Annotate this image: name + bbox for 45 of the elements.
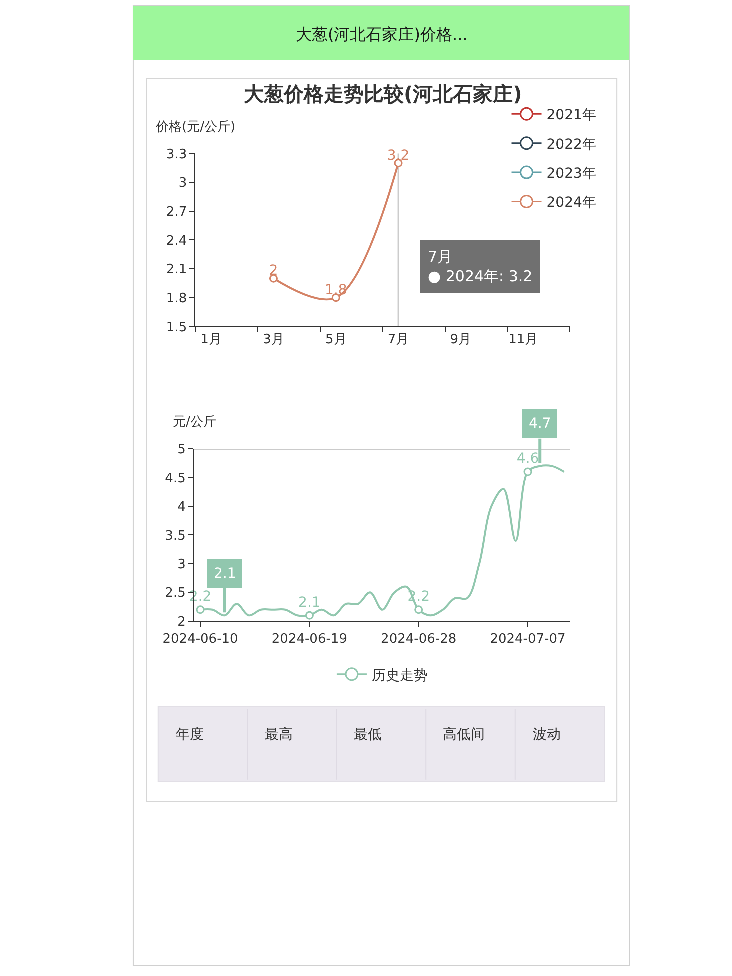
text: 最高	[265, 727, 293, 743]
legend-label: 2023年	[546, 166, 596, 182]
y-tick-label: 2.1	[166, 262, 188, 278]
x-tick-label: 7月	[388, 332, 410, 348]
y-tick-label: 2.7	[166, 204, 188, 220]
legend-label: 2024年	[546, 195, 596, 212]
y-tick-label: 3	[178, 558, 186, 573]
y-tick-label: 2.4	[166, 234, 188, 249]
x-tick-label: 2024-06-10	[162, 632, 238, 647]
data-label: 2.1	[298, 594, 321, 611]
chart-title: 大葱价格走势比较(河北石家庄)	[244, 82, 522, 106]
x-tick-label: 2024-07-07	[490, 632, 566, 647]
annotation: 2.1	[214, 566, 236, 582]
y-tick-label: 3.5	[165, 528, 186, 544]
annotation: 4.7	[529, 416, 552, 432]
x-tick-label: 9月	[450, 332, 472, 348]
y-axis-title: 元/公斤	[173, 415, 216, 430]
y-tick-label: 3	[178, 176, 188, 192]
y-tick-label: 1.8	[166, 291, 188, 306]
text: 年度	[176, 727, 204, 743]
x-tick-label: 11月	[508, 332, 538, 348]
legend-label: 历史走势	[372, 668, 428, 684]
text: 高低间	[443, 727, 485, 743]
y-tick-label: 4	[178, 500, 186, 516]
data-label: 3.2	[387, 148, 410, 164]
y-tick-label: 4.5	[165, 471, 186, 486]
data-label: 4.6	[516, 451, 540, 468]
y-axis-title: 价格(元/公斤)	[155, 120, 236, 135]
y-tick-label: 1.5	[166, 320, 188, 336]
x-tick-label: 5月	[325, 332, 347, 348]
x-tick-label: 1月	[200, 332, 222, 348]
y-tick-label: 5	[178, 442, 186, 458]
x-tick-label: 3月	[263, 332, 284, 348]
x-tick-label: 2024-06-28	[381, 632, 457, 647]
legend-label: 2021年	[546, 108, 596, 124]
data-label: 2	[269, 263, 278, 280]
text: 大葱(河北石家庄)价格...	[296, 25, 468, 44]
x-tick-label: 2024-06-19	[272, 632, 348, 647]
y-tick-label: 3.3	[166, 147, 188, 162]
annotation: 7月 ● 2024年: 3.2	[428, 248, 533, 286]
legend-label: 2022年	[546, 136, 596, 153]
text: 最低	[354, 727, 382, 743]
y-tick-label: 2.5	[165, 586, 186, 602]
y-tick-label: 2	[178, 614, 186, 630]
text: 波动	[533, 727, 561, 743]
